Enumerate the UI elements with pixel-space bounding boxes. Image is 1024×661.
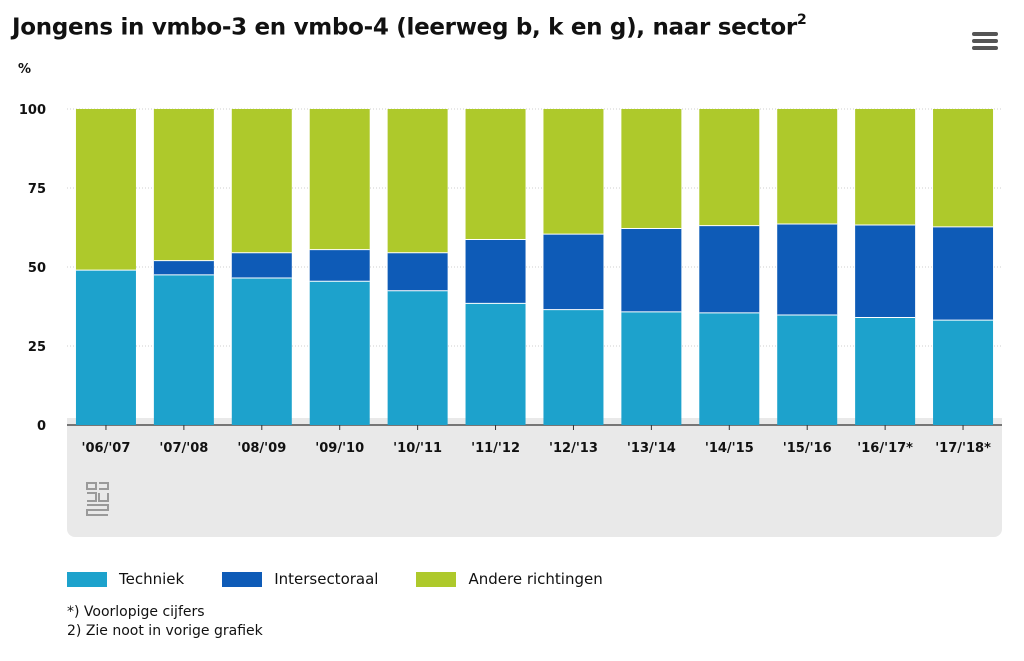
x-tick-label: '16/'17* — [857, 441, 913, 456]
legend-swatch-intersectoraal — [222, 571, 263, 587]
bar-andere-richtingen-6[interactable] — [543, 109, 604, 235]
bar-techniek-0[interactable] — [75, 270, 136, 425]
y-tick-label: 25 — [28, 340, 46, 355]
chart-title-text: Jongens in vmbo-3 en vmbo-4 (leerweg b, … — [12, 14, 797, 41]
bar-techniek-9[interactable] — [777, 315, 838, 425]
x-tick-label: '08/'09 — [237, 441, 286, 456]
legend-item-intersectoraal[interactable]: Intersectoraal — [222, 570, 378, 588]
plot-footer-background — [67, 418, 1002, 537]
bar-intersectoraal-7[interactable] — [621, 228, 682, 312]
y-axis-unit-label: % — [18, 62, 32, 77]
bar-techniek-11[interactable] — [933, 320, 994, 425]
y-tick-label: 100 — [19, 103, 46, 118]
x-tick-label: '07/'08 — [159, 441, 208, 456]
bar-andere-richtingen-5[interactable] — [465, 109, 526, 240]
bar-techniek-8[interactable] — [699, 312, 760, 425]
bar-andere-richtingen-2[interactable] — [231, 109, 292, 253]
y-tick-label: 50 — [28, 261, 46, 276]
bar-andere-richtingen-0[interactable] — [75, 109, 136, 271]
x-tick-label: '17/'18* — [935, 441, 991, 456]
legend-label-techniek: Techniek — [119, 570, 185, 588]
legend-label-intersectoraal: Intersectoraal — [274, 570, 379, 588]
footnote-preliminary: *) Voorlopige cijfers — [67, 604, 205, 620]
legend-swatch-andere-richtingen — [416, 571, 457, 587]
legend-item-andere-richtingen[interactable]: Andere richtingen — [416, 570, 603, 588]
cbs-logo-icon — [86, 482, 109, 516]
bar-intersectoraal-3[interactable] — [309, 249, 370, 282]
stacked-bar-chart: 0 25 50 75 100 '06/'07 '07/'08 '08/'09 '09/'10 '1… — [19, 103, 1002, 456]
bar-intersectoraal-1[interactable] — [153, 260, 214, 275]
bar-andere-richtingen-11[interactable] — [933, 109, 994, 227]
x-tick-label: '11/'12 — [471, 441, 520, 456]
legend-item-techniek[interactable]: Techniek — [67, 570, 184, 588]
bar-intersectoraal-9[interactable] — [777, 224, 838, 316]
bar-techniek-7[interactable] — [621, 311, 682, 425]
footnote-reference: 2) Zie noot in vorige grafiek — [67, 623, 263, 639]
y-tick-label: 0 — [37, 419, 46, 434]
x-tick-label: '10/'11 — [393, 441, 442, 456]
bar-intersectoraal-8[interactable] — [699, 225, 760, 313]
bar-andere-richtingen-8[interactable] — [699, 109, 760, 226]
x-tick-label: '13/'14 — [627, 441, 676, 456]
x-tick-label: '06/'07 — [82, 441, 131, 456]
bar-intersectoraal-10[interactable] — [855, 224, 916, 318]
bar-techniek-1[interactable] — [153, 274, 214, 425]
bar-andere-richtingen-3[interactable] — [309, 109, 370, 250]
bar-andere-richtingen-7[interactable] — [621, 109, 682, 229]
bar-andere-richtingen-10[interactable] — [855, 109, 916, 225]
legend-swatch-techniek — [67, 571, 107, 587]
chart-title-footnote-mark: 2 — [796, 12, 807, 28]
bar-andere-richtingen-9[interactable] — [777, 109, 838, 225]
bar-techniek-6[interactable] — [543, 309, 604, 425]
bar-andere-richtingen-1[interactable] — [153, 109, 214, 261]
bar-intersectoraal-6[interactable] — [543, 234, 604, 310]
chart-title: Jongens in vmbo-3 en vmbo-4 (leerweg b, … — [12, 12, 807, 41]
legend: Techniek Intersectoraal Andere richtinge… — [67, 570, 641, 588]
hamburger-menu-icon[interactable] — [972, 32, 998, 52]
bar-techniek-5[interactable] — [465, 303, 526, 425]
bar-intersectoraal-11[interactable] — [933, 226, 994, 321]
legend-label-andere-richtingen: Andere richtingen — [468, 570, 603, 588]
y-tick-label: 75 — [28, 182, 46, 197]
bar-techniek-2[interactable] — [231, 278, 292, 425]
x-tick-label: '15/'16 — [783, 441, 832, 456]
x-tick-label: '09/'10 — [315, 441, 364, 456]
bar-andere-richtingen-4[interactable] — [387, 109, 448, 253]
bar-techniek-3[interactable] — [309, 281, 370, 425]
bar-intersectoraal-5[interactable] — [465, 239, 526, 304]
bar-techniek-10[interactable] — [855, 317, 916, 425]
x-tick-label: '12/'13 — [549, 441, 598, 456]
bar-techniek-4[interactable] — [387, 290, 448, 425]
bar-intersectoraal-2[interactable] — [231, 252, 292, 279]
x-tick-label: '14/'15 — [705, 441, 754, 456]
bar-intersectoraal-4[interactable] — [387, 252, 448, 291]
footnotes: *) Voorlopige cijfers 2) Zie noot in vor… — [67, 603, 263, 641]
